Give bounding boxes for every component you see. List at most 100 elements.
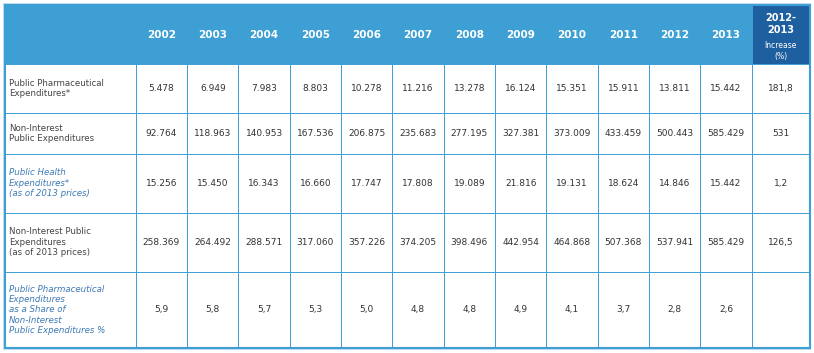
Text: 2013: 2013: [711, 30, 741, 40]
Bar: [239, 5, 290, 64]
Bar: [136, 113, 187, 154]
Bar: [444, 213, 495, 272]
Text: 17.747: 17.747: [351, 179, 383, 187]
Text: 5,0: 5,0: [360, 305, 374, 314]
Text: 11.216: 11.216: [402, 84, 434, 93]
Text: Public Pharmaceutical
Expenditures*: Public Pharmaceutical Expenditures*: [9, 79, 104, 98]
Text: 92.764: 92.764: [146, 129, 177, 138]
Text: 398.496: 398.496: [451, 238, 488, 247]
Bar: [187, 64, 239, 113]
Bar: [546, 154, 597, 213]
Bar: [392, 5, 444, 64]
Bar: [700, 64, 751, 113]
Bar: [239, 154, 290, 213]
Bar: [136, 272, 187, 348]
Bar: [136, 64, 187, 113]
Bar: [187, 154, 239, 213]
Bar: [5, 272, 136, 348]
Text: 2002: 2002: [147, 30, 176, 40]
Text: 8.803: 8.803: [303, 84, 328, 93]
Bar: [187, 272, 239, 348]
Bar: [700, 213, 751, 272]
Text: 235.683: 235.683: [400, 129, 436, 138]
Bar: [546, 64, 597, 113]
Bar: [495, 64, 546, 113]
Text: 464.868: 464.868: [554, 238, 591, 247]
Text: 277.195: 277.195: [451, 129, 488, 138]
Bar: [5, 154, 136, 213]
Text: 15.256: 15.256: [146, 179, 177, 187]
Bar: [495, 272, 546, 348]
Bar: [5, 213, 136, 272]
Text: 16.124: 16.124: [505, 84, 536, 93]
Bar: [392, 64, 444, 113]
Text: 13.811: 13.811: [659, 84, 690, 93]
Bar: [649, 213, 700, 272]
Bar: [341, 113, 392, 154]
Text: 19.131: 19.131: [556, 179, 588, 187]
Text: 14.846: 14.846: [659, 179, 690, 187]
Bar: [495, 113, 546, 154]
Bar: [5, 5, 136, 64]
Text: 4,8: 4,8: [411, 305, 425, 314]
Bar: [290, 272, 341, 348]
Bar: [444, 64, 495, 113]
Text: 4,1: 4,1: [565, 305, 579, 314]
Text: 288.571: 288.571: [246, 238, 282, 247]
Text: 585.429: 585.429: [707, 129, 745, 138]
Text: Non-Interest Public
Expenditures
(as of 2013 prices): Non-Interest Public Expenditures (as of …: [9, 227, 91, 257]
Text: 17.808: 17.808: [402, 179, 434, 187]
Bar: [5, 64, 136, 113]
Text: 4,8: 4,8: [462, 305, 476, 314]
Bar: [239, 64, 290, 113]
Text: 3,7: 3,7: [616, 305, 631, 314]
Text: 357.226: 357.226: [348, 238, 385, 247]
Bar: [239, 213, 290, 272]
Text: 6.949: 6.949: [200, 84, 225, 93]
Bar: [597, 213, 649, 272]
Bar: [700, 154, 751, 213]
Bar: [290, 213, 341, 272]
Bar: [187, 5, 239, 64]
Bar: [341, 213, 392, 272]
Text: 15.911: 15.911: [607, 84, 639, 93]
Bar: [751, 213, 810, 272]
Bar: [136, 213, 187, 272]
Text: 500.443: 500.443: [656, 129, 694, 138]
Bar: [546, 113, 597, 154]
Bar: [341, 154, 392, 213]
Text: 206.875: 206.875: [348, 129, 385, 138]
Bar: [187, 113, 239, 154]
Bar: [751, 5, 810, 64]
Text: 2,6: 2,6: [719, 305, 733, 314]
Bar: [444, 154, 495, 213]
Bar: [700, 5, 751, 64]
Bar: [341, 272, 392, 348]
Bar: [751, 154, 810, 213]
Text: 2005: 2005: [301, 30, 330, 40]
Bar: [290, 113, 341, 154]
Text: 531: 531: [772, 129, 790, 138]
Text: Public Health
Expenditures*
(as of 2013 prices): Public Health Expenditures* (as of 2013 …: [9, 168, 90, 198]
Text: 2006: 2006: [352, 30, 381, 40]
Text: Public Pharmaceutical
Expenditures
as a Share of
Non-Interest
Public Expenditure: Public Pharmaceutical Expenditures as a …: [9, 285, 105, 335]
Bar: [495, 154, 546, 213]
Text: 1,2: 1,2: [774, 179, 788, 187]
Bar: [136, 5, 187, 64]
Text: 2010: 2010: [558, 30, 587, 40]
Bar: [546, 5, 597, 64]
Bar: [649, 64, 700, 113]
Text: 327.381: 327.381: [502, 129, 540, 138]
Bar: [649, 113, 700, 154]
Text: 2008: 2008: [455, 30, 484, 40]
Bar: [597, 154, 649, 213]
Bar: [239, 113, 290, 154]
Bar: [392, 113, 444, 154]
Bar: [392, 213, 444, 272]
Text: 19.089: 19.089: [453, 179, 485, 187]
Text: 373.009: 373.009: [554, 129, 591, 138]
Bar: [136, 154, 187, 213]
Text: 15.442: 15.442: [711, 179, 742, 187]
Text: 2004: 2004: [250, 30, 278, 40]
Text: 15.351: 15.351: [556, 84, 588, 93]
